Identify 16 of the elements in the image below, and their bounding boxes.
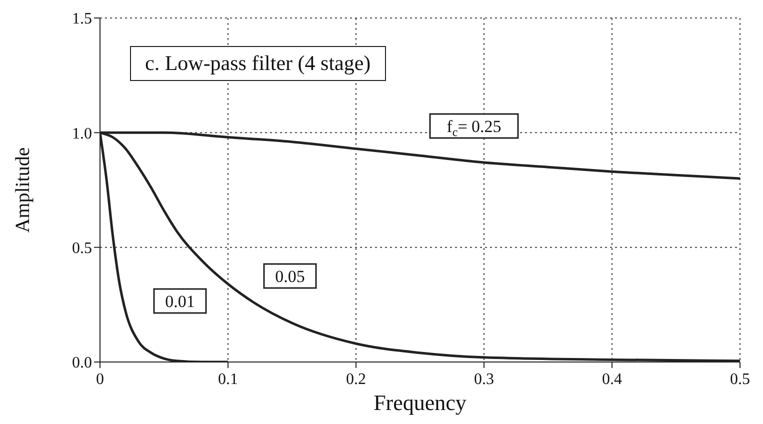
y-tick-label: 0.5 (72, 240, 92, 258)
x-axis-title: Frequency (374, 390, 466, 415)
annotation: f$_{c}$= 0.25 (446, 117, 502, 139)
annotation: 0.01 (165, 292, 195, 311)
x-tick-label: 0.5 (730, 371, 750, 388)
x-tick-label: 0 (96, 371, 104, 388)
y-tick-label: 1.5 (72, 10, 92, 28)
x-tick-label: 0.2 (346, 371, 366, 388)
x-tick-label: 0.3 (474, 371, 494, 388)
text: c. Low-pass filter (4 stage) (130, 46, 386, 81)
x-tick-label: 0.1 (218, 371, 238, 388)
annotation: 0.05 (275, 267, 305, 286)
y-tick-label: 0.0 (72, 354, 92, 372)
x-tick-label: 0.4 (602, 371, 622, 388)
y-tick-label: 1.0 (72, 125, 92, 142)
y-axis-title: Amplitude (12, 147, 34, 233)
